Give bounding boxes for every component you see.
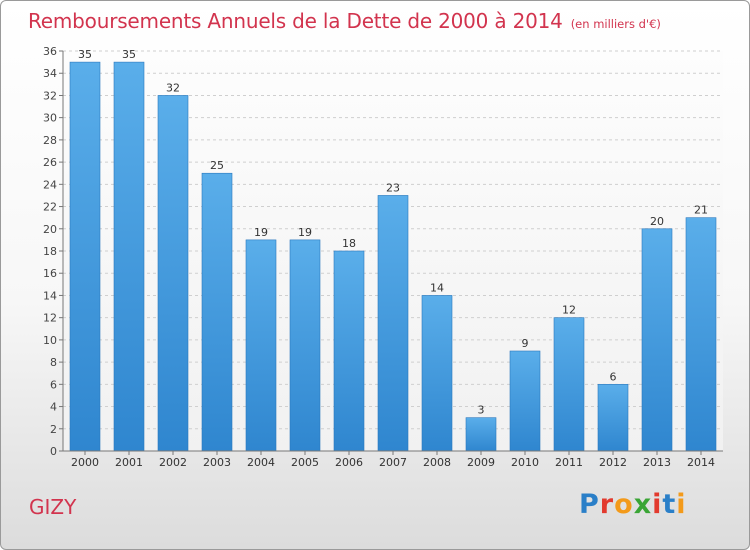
logo-letter: i [676, 489, 687, 520]
chart-title-text: Remboursements Annuels de la Dette de 20… [28, 9, 563, 33]
x-tick-label: 2003 [203, 456, 231, 469]
x-tick-label: 2010 [511, 456, 539, 469]
y-tick-label: 2 [50, 423, 57, 436]
y-tick-label: 12 [43, 312, 57, 325]
chart-title: Remboursements Annuels de la Dette de 20… [28, 9, 661, 33]
y-tick-label: 30 [43, 112, 57, 125]
bar-value-label: 23 [386, 181, 400, 194]
x-tick-label: 2006 [335, 456, 363, 469]
x-tick-label: 2011 [555, 456, 583, 469]
bar-value-label: 35 [122, 48, 136, 61]
proxiti-logo: Proxiti [579, 489, 687, 520]
x-tick-label: 2009 [467, 456, 495, 469]
bar [509, 350, 541, 452]
bar-value-label: 9 [522, 337, 529, 350]
bar [245, 239, 277, 452]
y-tick-label: 4 [50, 401, 57, 414]
x-tick-label: 2002 [159, 456, 187, 469]
bar [685, 217, 717, 452]
bar [69, 61, 101, 452]
bar-value-label: 32 [166, 81, 180, 94]
bar-value-label: 19 [254, 226, 268, 239]
x-tick-label: 2012 [599, 456, 627, 469]
bar [641, 228, 673, 452]
logo-letter: t [662, 489, 677, 520]
y-tick-label: 32 [43, 89, 57, 102]
bar [465, 417, 497, 452]
x-tick-label: 2008 [423, 456, 451, 469]
bar [113, 61, 145, 452]
bar [201, 172, 233, 452]
x-tick-label: 2000 [71, 456, 99, 469]
bar-value-label: 20 [650, 215, 664, 228]
bar-value-label: 35 [78, 48, 92, 61]
bar [421, 295, 453, 452]
logo-letter: r [599, 489, 615, 520]
y-tick-label: 16 [43, 267, 57, 280]
y-tick-label: 10 [43, 334, 57, 347]
x-tick-label: 2005 [291, 456, 319, 469]
logo-letter: x [633, 489, 653, 520]
bar-value-label: 21 [694, 204, 708, 217]
logo-letter: i [652, 489, 663, 520]
bar-value-label: 6 [610, 370, 617, 383]
bar-value-label: 14 [430, 281, 444, 294]
bar [157, 95, 189, 452]
y-tick-label: 20 [43, 223, 57, 236]
bar-value-label: 12 [562, 304, 576, 317]
bar [289, 239, 321, 452]
y-tick-label: 18 [43, 245, 57, 258]
y-tick-label: 24 [43, 178, 57, 191]
y-tick-label: 8 [50, 356, 57, 369]
y-tick-label: 22 [43, 201, 57, 214]
bar [597, 384, 629, 452]
y-tick-label: 26 [43, 156, 57, 169]
y-tick-label: 6 [50, 378, 57, 391]
logo-letter: o [614, 489, 634, 520]
place-name: GIZY [29, 495, 77, 519]
y-tick-label: 34 [43, 67, 57, 80]
bar [377, 195, 409, 452]
bar [333, 250, 365, 452]
y-tick-label: 0 [50, 445, 57, 458]
bar-value-label: 19 [298, 226, 312, 239]
bar-value-label: 3 [478, 404, 485, 417]
bar-value-label: 18 [342, 237, 356, 250]
unit-note: (en milliers d'€) [570, 17, 661, 31]
bar-value-label: 25 [210, 159, 224, 172]
x-tick-label: 2004 [247, 456, 275, 469]
x-tick-label: 2001 [115, 456, 143, 469]
logo-letter: P [579, 489, 600, 520]
y-tick-label: 36 [43, 45, 57, 58]
x-tick-label: 2007 [379, 456, 407, 469]
x-tick-label: 2014 [687, 456, 715, 469]
bar [553, 317, 585, 452]
y-tick-label: 14 [43, 289, 57, 302]
bars: 35 35 32 25 19 19 18 23 14 3 9 12 6 20 21 [69, 48, 717, 452]
y-tick-label: 28 [43, 134, 57, 147]
x-tick-label: 2013 [643, 456, 671, 469]
